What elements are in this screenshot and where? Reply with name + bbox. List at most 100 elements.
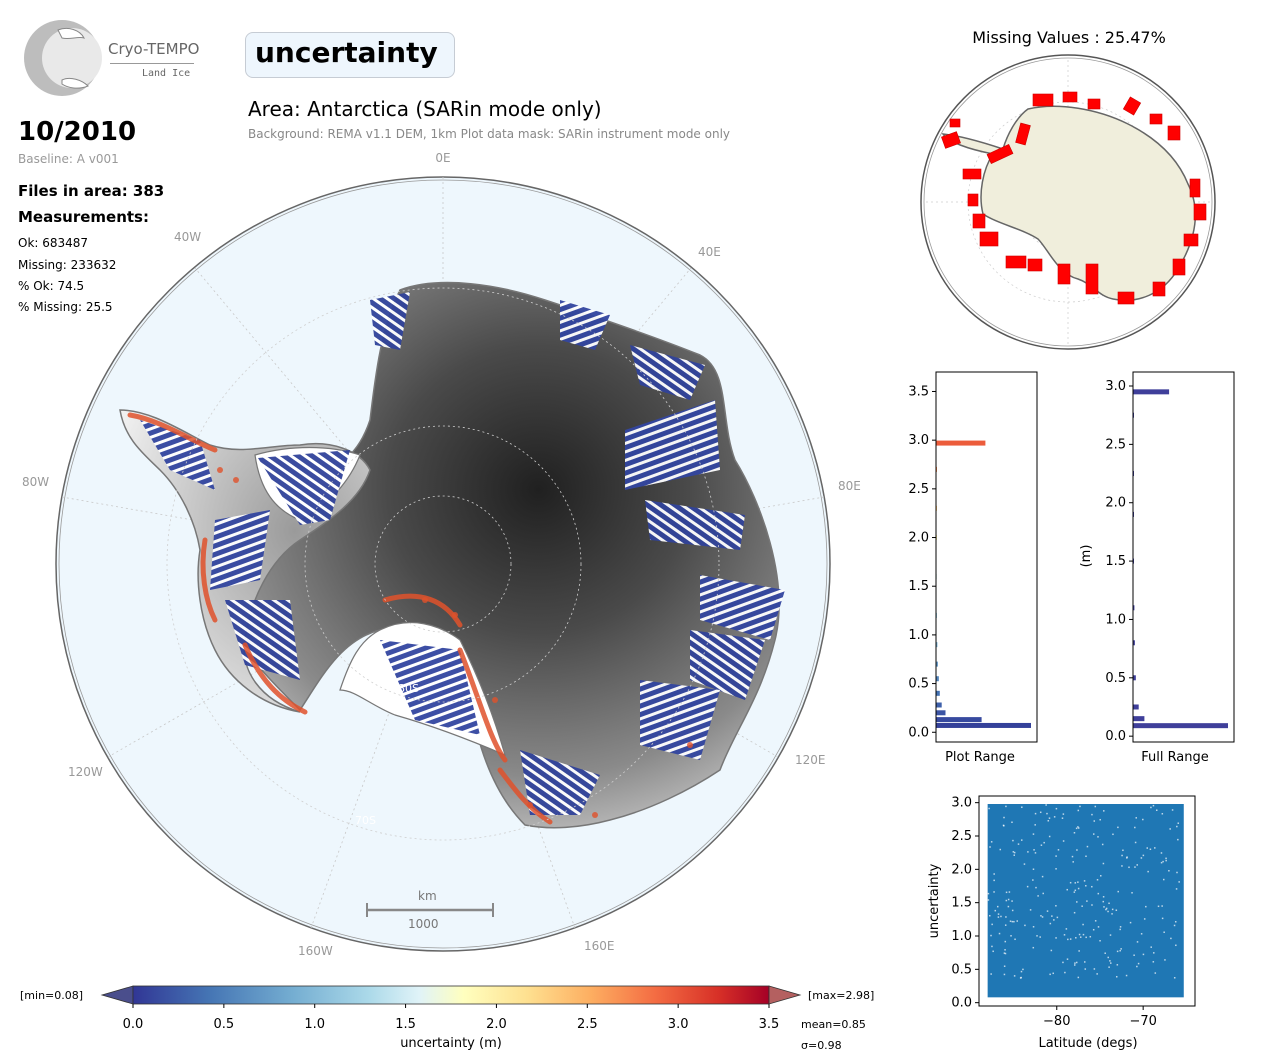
hist2-bar: [1133, 640, 1135, 646]
scatter-gap: [1010, 935, 1012, 937]
scatter-gap: [1093, 968, 1096, 970]
scatter-gap: [1021, 806, 1023, 808]
scatter-gap: [1085, 885, 1087, 887]
colorbar-tick-label: 0.0: [123, 1017, 144, 1032]
scatter-gap: [1036, 935, 1038, 937]
scatter-gap: [1039, 936, 1041, 938]
scatter-gap: [1053, 816, 1056, 818]
scatter-gap: [1121, 865, 1123, 867]
hist1-bar: [936, 661, 938, 667]
hist1-bar: [936, 440, 986, 446]
scatter-gap: [1131, 892, 1133, 894]
scatter-gap: [1002, 824, 1005, 827]
logo-title: Cryo-TEMPO: [108, 40, 200, 58]
scatter-gap: [1074, 882, 1077, 884]
scatter-axes: 0.0 0.5 1.0 1.5 2.0 2.5 3.0 −80 −70: [951, 796, 1157, 1029]
colorbar-max-label: [max=2.98]: [808, 989, 874, 1002]
scatter-gap: [1035, 886, 1037, 889]
hist1-tick-label: 2.0: [908, 531, 929, 546]
scatter-latitude: 0.00.51.01.52.02.53.0−80 −70 uncertainty …: [927, 795, 1196, 1051]
scatter-gap: [1099, 875, 1102, 877]
scatter-gap: [1160, 861, 1163, 864]
scatter-gap: [1034, 852, 1037, 854]
scatter-gap: [1142, 953, 1145, 956]
scatter-points: [987, 804, 1184, 998]
scatter-gap: [1163, 878, 1165, 881]
scatter-gap: [1003, 816, 1005, 819]
scatter-gap: [1037, 895, 1039, 897]
scatter-gap: [1079, 936, 1082, 938]
scatter-gap: [990, 934, 992, 937]
scatter-gap: [1115, 909, 1118, 911]
scatter-gap: [1170, 937, 1172, 940]
scatter-gap: [1083, 880, 1086, 882]
scatter-ytick-label: 2.5: [951, 829, 972, 844]
logo-subtitle: Land Ice: [142, 68, 191, 79]
hist1-xlabel: Plot Range: [945, 750, 1015, 765]
scatter-gap: [1000, 915, 1002, 918]
scatter-gap: [1017, 843, 1020, 845]
scatter-gap: [1099, 939, 1101, 942]
scatter-gap: [1026, 885, 1029, 888]
scatter-gap: [1045, 804, 1047, 806]
scatter-gap: [1073, 911, 1076, 914]
scatter-gap: [1057, 849, 1060, 851]
scatter-gap: [1140, 933, 1143, 935]
scatter-gap: [1032, 833, 1035, 835]
scatter-gap: [1004, 949, 1006, 951]
scatter-gap: [993, 873, 995, 875]
colorbar-tick-label: 3.5: [759, 1017, 780, 1032]
scatter-gap: [1041, 916, 1044, 918]
scale-value: 1000: [408, 917, 439, 931]
scatter-gap: [987, 892, 990, 895]
lon-label-120w: 120W: [68, 765, 103, 779]
scatter-gap: [989, 914, 991, 917]
hist1-bar: [936, 642, 938, 648]
scatter-gap: [1085, 936, 1087, 939]
scatter-gap: [991, 923, 993, 926]
colorbar-tick-label: 2.5: [577, 1017, 598, 1032]
scatter-xlabel: Latitude (degs): [1038, 1036, 1137, 1051]
scatter-gap: [1115, 975, 1118, 978]
scatter-gap: [1073, 891, 1076, 893]
scatter-gap: [1092, 928, 1095, 931]
scatter-gap: [1007, 905, 1010, 908]
track-bands: [140, 292, 785, 815]
scatter-gap: [1020, 970, 1023, 973]
missing-values-title: Missing Values : 25.47%: [972, 28, 1166, 47]
scatter-gap: [993, 879, 995, 882]
antarctica-map: 0E 40E 80E 120E 160E 160W 120W 80W 40W 8…: [22, 151, 861, 958]
scatter-gap: [1048, 817, 1051, 819]
missing-markers: [941, 91, 1207, 305]
scatter-gap: [1075, 937, 1077, 939]
scatter-gap: [1005, 899, 1008, 902]
colorbar-over-arrow: [768, 985, 802, 1005]
scatter-gap: [1099, 818, 1101, 821]
colorbar-gradient: [132, 985, 770, 1005]
scatter-gap: [1004, 952, 1007, 955]
scatter-gap: [1004, 924, 1007, 926]
scatter-gap: [1033, 849, 1035, 851]
cryo-tempo-logo: [24, 20, 102, 96]
scatter-gap: [1160, 852, 1163, 854]
scatter-gap: [1077, 881, 1079, 883]
scatter-gap: [1027, 851, 1029, 853]
scatter-gap: [1146, 847, 1148, 849]
hist1-tick-label: 0.5: [908, 677, 929, 692]
scatter-gap: [1032, 926, 1035, 928]
scatter-gap: [990, 841, 993, 843]
scatter-gap: [999, 848, 1002, 851]
scatter-gap: [1105, 907, 1108, 910]
scatter-gap: [1116, 964, 1119, 966]
scatter-gap: [997, 916, 1000, 918]
scatter-gap: [1091, 813, 1093, 816]
scatter-gap: [1121, 854, 1123, 857]
scatter-gap: [1142, 854, 1145, 857]
scatter-gap: [1177, 838, 1179, 841]
hist2-tick-label: 0.5: [1105, 671, 1126, 686]
scatter-gap: [1055, 807, 1058, 810]
scatter-gap: [1177, 822, 1180, 824]
scatter-gap: [1051, 915, 1053, 917]
scatter-gap: [1105, 908, 1107, 911]
scatter-gap: [1176, 825, 1178, 828]
